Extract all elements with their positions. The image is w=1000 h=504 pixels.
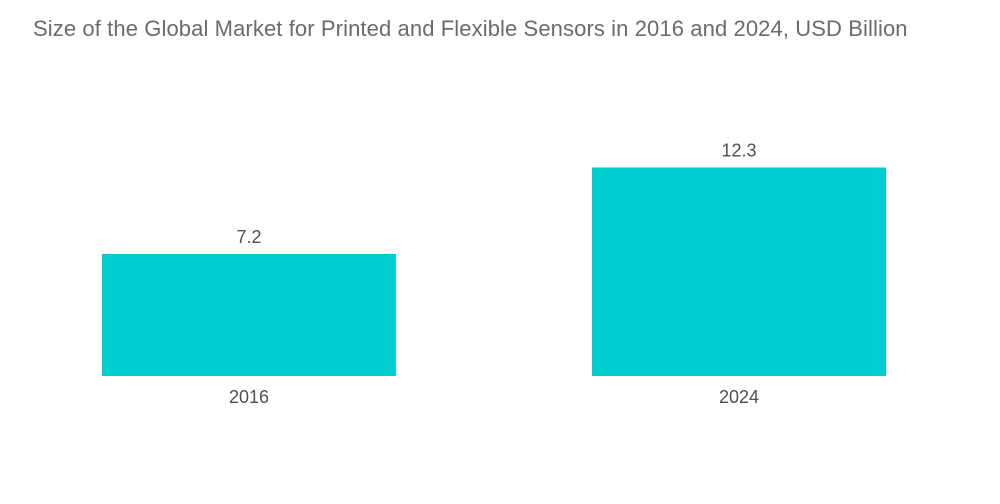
bar-2016: [102, 253, 396, 376]
value-label-2016: 7.2: [236, 227, 261, 247]
value-label-2024: 12.3: [721, 141, 756, 161]
x-tick-label-2024: 2024: [719, 387, 759, 407]
bars-group: 7.2 2016 12.3 2024: [102, 141, 886, 407]
chart-title: Size of the Global Market for Printed an…: [33, 16, 908, 41]
bar-2024: [592, 167, 886, 376]
x-tick-label-2016: 2016: [229, 387, 269, 407]
